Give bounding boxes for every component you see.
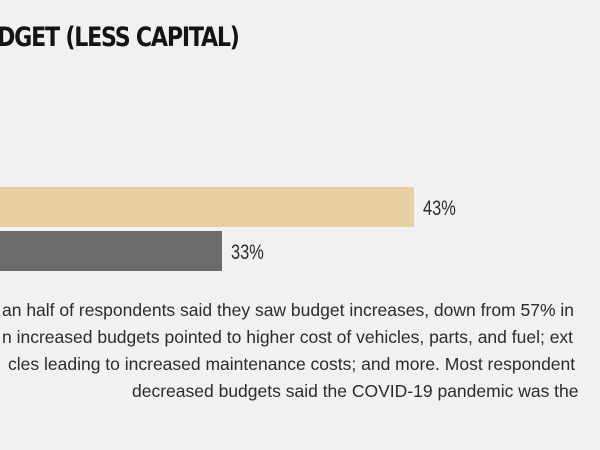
caption-line-3: cles leading to increased maintenance co… xyxy=(8,354,576,374)
bar-value-label-2: 33% xyxy=(231,240,264,263)
bar-chart: 43% 33% xyxy=(0,187,456,271)
bar-1 xyxy=(0,187,414,227)
bar-value-label-1: 43% xyxy=(423,196,456,219)
caption-line-2: n increased budgets pointed to higher co… xyxy=(2,327,574,347)
bar-2 xyxy=(0,231,222,271)
caption-line-4: decreased budgets said the COVID-19 pand… xyxy=(132,381,579,401)
chart-title: DGET (LESS CAPITAL) xyxy=(0,22,240,53)
caption-line-1: an half of respondents said they saw bud… xyxy=(2,300,575,320)
